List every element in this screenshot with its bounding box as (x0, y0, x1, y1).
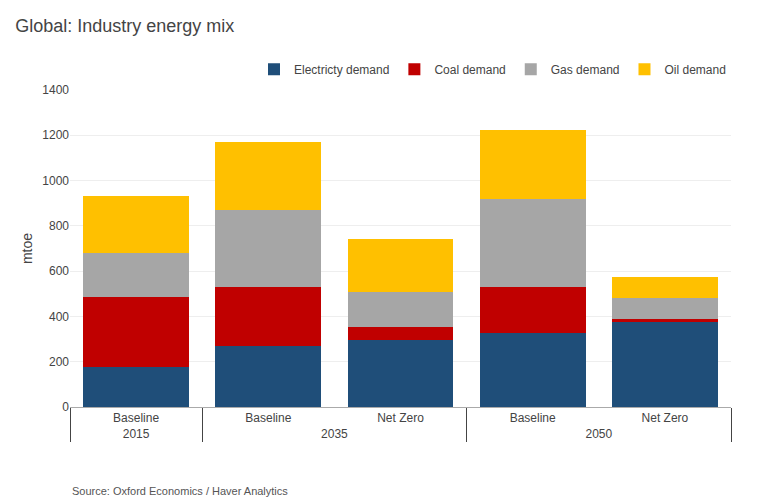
svg-text:Coal demand: Coal demand (434, 63, 505, 77)
svg-text:0: 0 (62, 400, 69, 414)
svg-text:2035: 2035 (321, 427, 348, 441)
svg-text:Global: Industry energy mix: Global: Industry energy mix (15, 16, 234, 36)
svg-text:600: 600 (49, 264, 69, 278)
svg-text:Gas demand: Gas demand (551, 63, 620, 77)
svg-text:2015: 2015 (123, 427, 150, 441)
svg-text:400: 400 (49, 310, 69, 324)
svg-text:Baseline: Baseline (113, 411, 159, 425)
svg-text:Baseline: Baseline (510, 411, 556, 425)
svg-text:Net Zero: Net Zero (642, 411, 689, 425)
svg-text:mtoe: mtoe (19, 233, 35, 264)
svg-text:Oil demand: Oil demand (664, 63, 725, 77)
svg-text:Net Zero: Net Zero (377, 411, 424, 425)
svg-text:1200: 1200 (42, 128, 69, 142)
svg-text:800: 800 (49, 219, 69, 233)
svg-text:Baseline: Baseline (245, 411, 291, 425)
svg-text:Source: Oxford Economics / Hav: Source: Oxford Economics / Haver Analyti… (72, 485, 288, 497)
svg-text:1000: 1000 (42, 174, 69, 188)
svg-text:1400: 1400 (42, 83, 69, 97)
svg-text:Electricty demand: Electricty demand (294, 63, 389, 77)
svg-text:200: 200 (49, 355, 69, 369)
svg-text:2050: 2050 (585, 427, 612, 441)
